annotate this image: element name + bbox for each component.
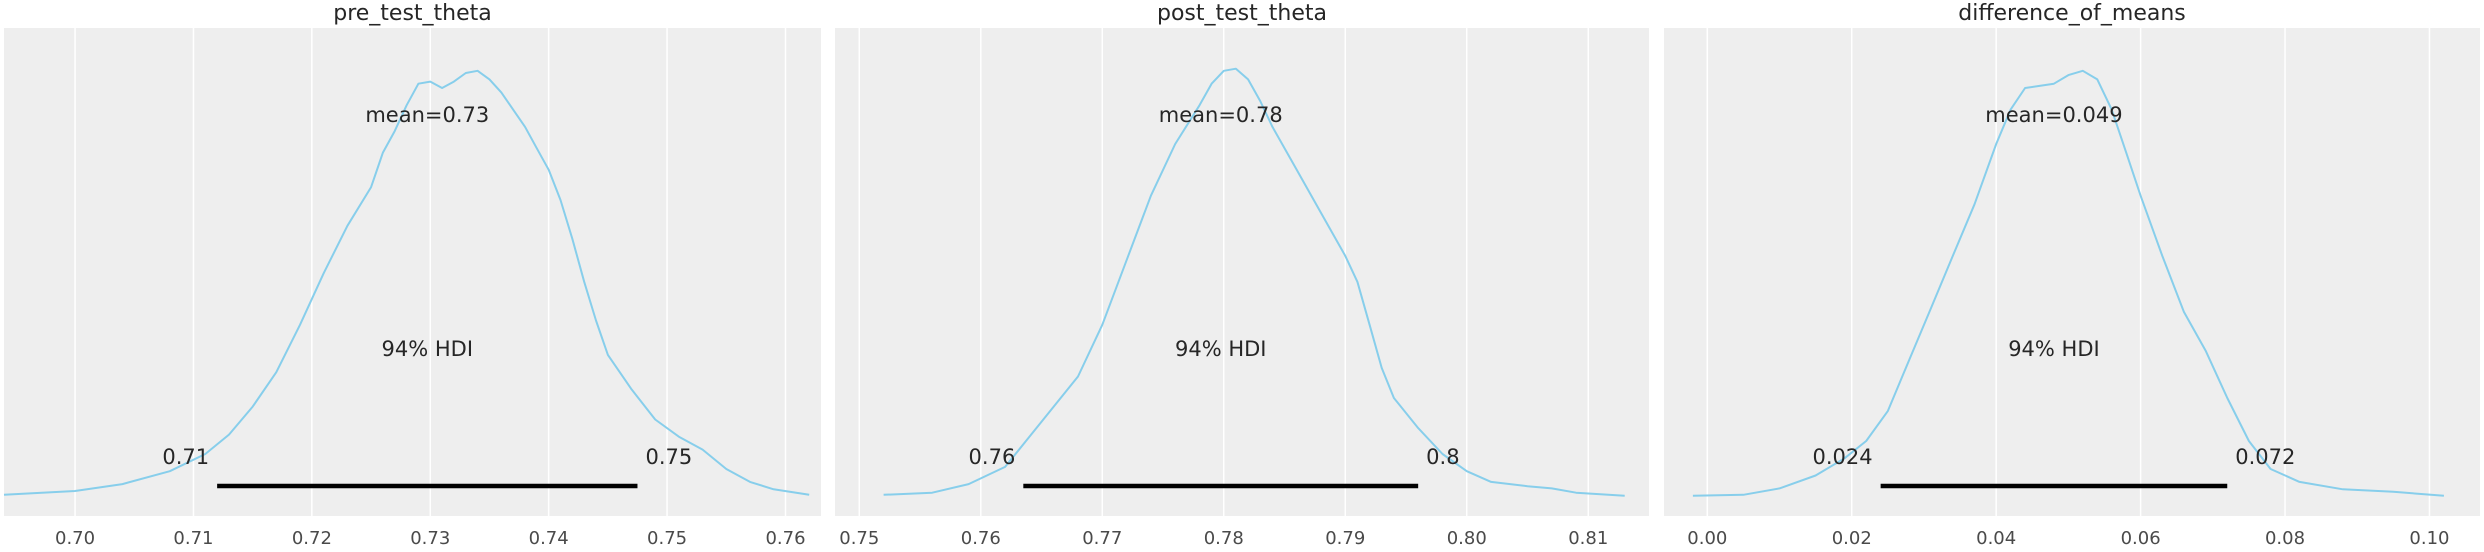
x-tick-label: 0.71 xyxy=(173,528,213,549)
x-tick-label: 0.75 xyxy=(839,528,879,549)
hdi-low-label: 0.024 xyxy=(1813,445,1873,469)
x-tick-label: 0.76 xyxy=(961,528,1001,549)
x-tick-label: 0.10 xyxy=(2409,528,2449,549)
x-tick-label: 0.02 xyxy=(1832,528,1872,549)
x-tick-label: 0.72 xyxy=(292,528,332,549)
density-curve xyxy=(883,67,1625,497)
panel-difference-of-means: 0.00 0.02 0.04 0.06 0.08 0.10 difference_of_me… xyxy=(1664,1,2480,549)
plot-area xyxy=(4,28,821,516)
hdi-label: 94% HDI xyxy=(2008,337,2100,361)
x-tick-label: 0.77 xyxy=(1082,528,1122,549)
panel-title: post_test_theta xyxy=(1157,1,1327,26)
plot-area xyxy=(1664,28,2480,516)
panel-title: difference_of_means xyxy=(1958,1,2186,26)
x-tick-label: 0.08 xyxy=(2265,528,2305,549)
panel-title: pre_test_theta xyxy=(333,1,492,26)
mean-label: mean=0.78 xyxy=(1159,103,1283,127)
plot-area xyxy=(835,28,1649,516)
density-curve xyxy=(3,69,810,496)
x-tick-label: 0.79 xyxy=(1325,528,1365,549)
x-tick-label: 0.04 xyxy=(1976,528,2016,549)
x-tick-label: 0.80 xyxy=(1447,528,1487,549)
x-tick-label: 0.00 xyxy=(1687,528,1727,549)
x-tick-label: 0.74 xyxy=(529,528,569,549)
x-tick-label: 0.73 xyxy=(410,528,450,549)
x-tick-label: 0.75 xyxy=(647,528,687,549)
density-curve xyxy=(1692,69,2444,497)
hdi-high-label: 0.072 xyxy=(2235,445,2295,469)
x-tick-label: 0.76 xyxy=(765,528,805,549)
x-tick-label: 0.70 xyxy=(55,528,95,549)
hdi-low-label: 0.71 xyxy=(162,445,209,469)
hdi-low-label: 0.76 xyxy=(969,445,1016,469)
hdi-label: 94% HDI xyxy=(1175,337,1267,361)
mean-label: mean=0.73 xyxy=(365,103,489,127)
x-tick-label: 0.81 xyxy=(1568,528,1608,549)
x-tick-label: 0.06 xyxy=(2121,528,2161,549)
x-tick-label: 0.78 xyxy=(1204,528,1244,549)
panel-pre-test-theta: 0.70 0.71 0.72 0.73 0.74 0.75 0.76 pre_test_the… xyxy=(3,1,821,549)
mean-label: mean=0.049 xyxy=(1985,103,2122,127)
panel-post-test-theta: 0.75 0.76 0.77 0.78 0.79 0.80 0.81 post_test_th… xyxy=(835,1,1649,549)
hdi-high-label: 0.75 xyxy=(645,445,692,469)
hdi-label: 94% HDI xyxy=(382,337,474,361)
hdi-high-label: 0.8 xyxy=(1426,445,1459,469)
